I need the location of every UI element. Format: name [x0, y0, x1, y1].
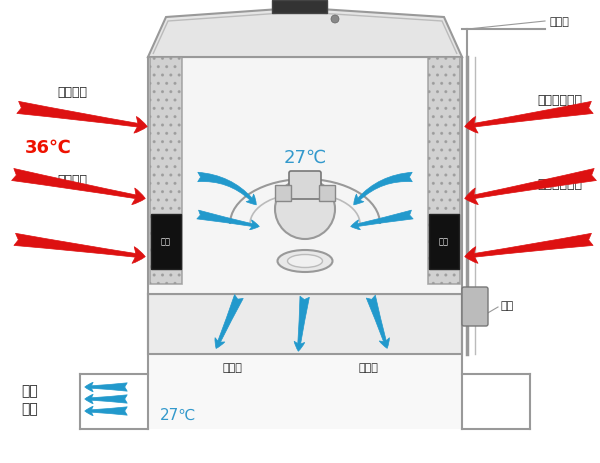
Circle shape: [275, 180, 335, 239]
Ellipse shape: [287, 255, 323, 268]
Bar: [150, 58, 182, 284]
Text: 36℃: 36℃: [25, 139, 71, 156]
Ellipse shape: [278, 250, 332, 272]
Circle shape: [331, 16, 339, 24]
Bar: [275, 186, 291, 201]
Text: 27℃: 27℃: [160, 407, 196, 422]
Text: 布水管: 布水管: [550, 17, 570, 27]
Text: 室外空气: 室外空气: [57, 173, 87, 186]
FancyBboxPatch shape: [462, 288, 488, 326]
Text: 冷空气: 冷空气: [222, 362, 242, 372]
Text: 27℃: 27℃: [283, 149, 326, 167]
Bar: [272, 1, 327, 14]
Text: 炎热室外空气: 炎热室外空气: [537, 94, 582, 106]
Text: 清新
凉风: 清新 凉风: [22, 383, 38, 415]
Text: 炎热室外空气: 炎热室外空气: [537, 178, 582, 191]
Polygon shape: [148, 10, 462, 58]
Bar: [319, 186, 335, 201]
Bar: [429, 214, 459, 269]
Bar: [148, 58, 462, 294]
Bar: [148, 294, 462, 354]
Bar: [151, 214, 181, 269]
Text: 室外空气: 室外空气: [57, 85, 87, 98]
Text: 过滤: 过滤: [439, 237, 449, 246]
Bar: [148, 294, 462, 429]
Text: 冷空气: 冷空气: [358, 362, 378, 372]
Text: 水泵: 水泵: [500, 300, 513, 310]
Bar: [428, 58, 460, 284]
Text: 过滤: 过滤: [161, 237, 171, 246]
FancyBboxPatch shape: [289, 172, 321, 200]
